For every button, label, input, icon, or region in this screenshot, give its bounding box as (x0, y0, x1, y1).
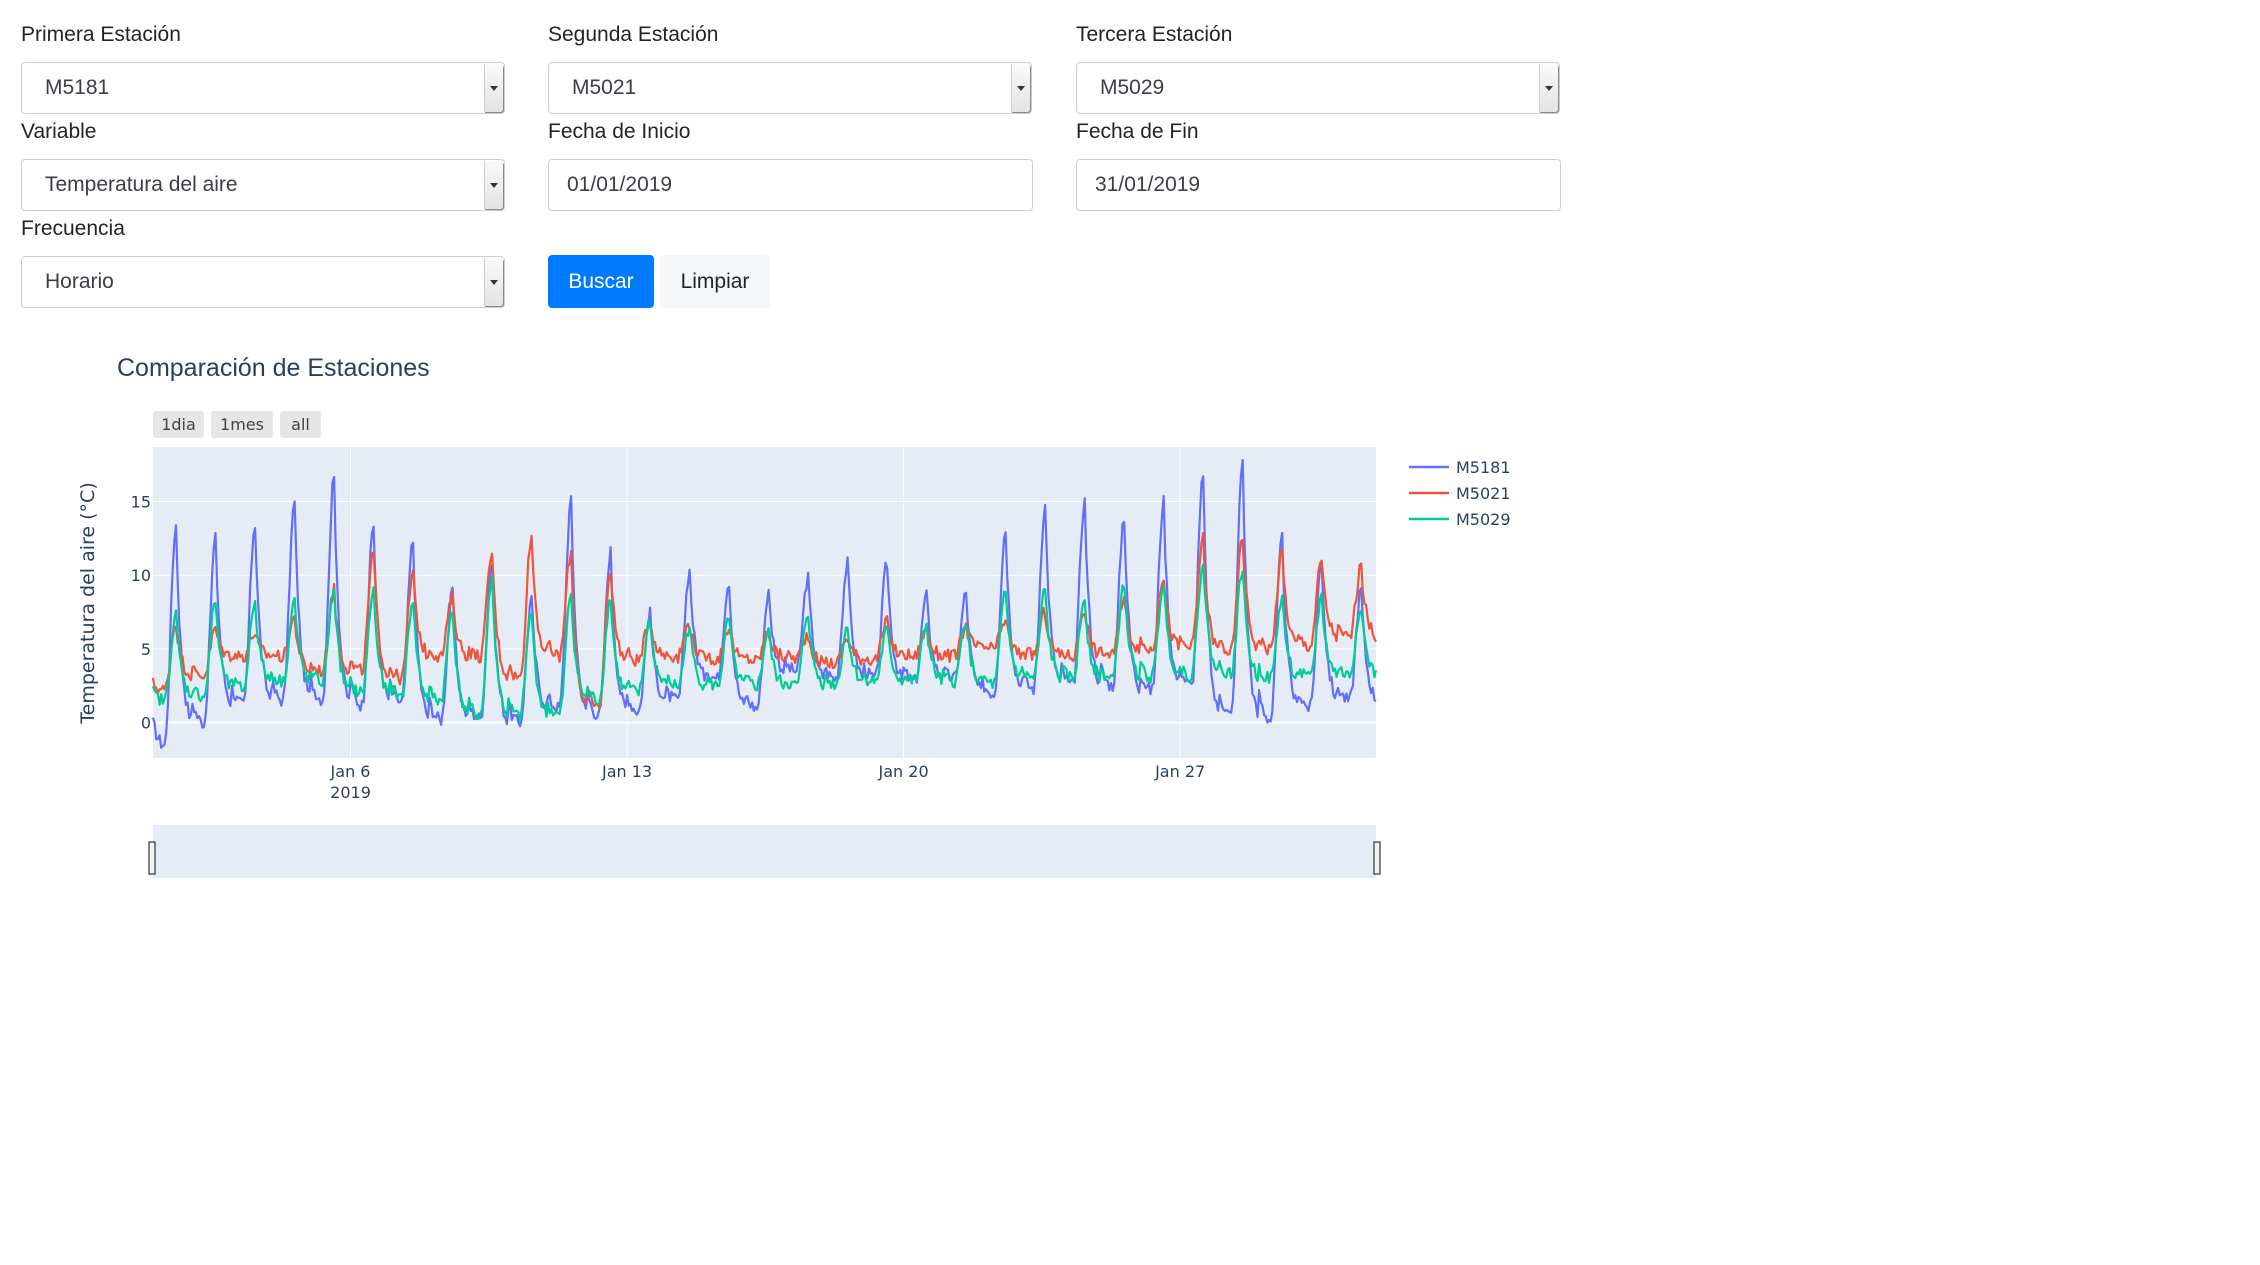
range-button-all[interactable]: all (280, 411, 321, 438)
range-button-1mes[interactable]: 1mes (211, 411, 273, 438)
legend-label: M5029 (1456, 510, 1511, 529)
start-date-value: 01/01/2019 (567, 173, 673, 196)
x-tick-label: Jan 6 (330, 762, 371, 781)
station3-value: M5029 (1100, 76, 1165, 99)
series-line-M5029 (151, 563, 1378, 723)
y-tick-label: 15 (131, 493, 151, 512)
legend-label: M5021 (1456, 484, 1511, 503)
chart-title: Comparación de Estaciones (117, 354, 430, 382)
chevron-down-icon[interactable] (484, 258, 503, 306)
start-date-input[interactable]: 01/01/2019 (548, 159, 1033, 211)
x-tick-label: Jan 20 (878, 762, 929, 781)
y-tick-label: 0 (141, 714, 151, 733)
range-slider-right-handle[interactable] (1373, 841, 1381, 875)
station1-value: M5181 (45, 76, 110, 99)
x-tick-label: Jan 13 (601, 762, 652, 781)
range-slider[interactable] (153, 825, 1376, 878)
end-date-value: 31/01/2019 (1095, 173, 1201, 196)
search-button[interactable]: Buscar (548, 255, 654, 308)
station1-select[interactable]: M5181 (21, 62, 505, 114)
station2-select[interactable]: M5021 (548, 62, 1032, 114)
frequency-label: Frecuencia (21, 217, 125, 240)
series-line-M5021 (151, 531, 1377, 709)
station3-select[interactable]: M5029 (1076, 62, 1560, 114)
legend-item-M5029[interactable]: M5029 (1409, 510, 1511, 529)
x-tick-sublabel: 2019 (330, 783, 371, 802)
station3-label: Tercera Estación (1076, 23, 1233, 46)
y-axis-label: Temperatura del aire (°C) (77, 482, 99, 724)
start-date-label: Fecha de Inicio (548, 120, 691, 143)
variable-select[interactable]: Temperatura del aire (21, 159, 505, 211)
variable-label: Variable (21, 120, 97, 143)
legend-item-M5181[interactable]: M5181 (1409, 458, 1511, 477)
frequency-value: Horario (45, 270, 114, 293)
x-tick-label: Jan 27 (1154, 762, 1205, 781)
temperature-chart: 0 5 10 15 Jan 6 2019 Jan 13 Jan 20 Jan 27 Tempe… (77, 447, 1511, 878)
end-date-input[interactable]: 31/01/2019 (1076, 159, 1561, 211)
range-button-1dia[interactable]: 1dia (153, 411, 204, 438)
legend-label: M5181 (1456, 458, 1511, 477)
chevron-down-icon[interactable] (1539, 64, 1558, 112)
series-line-M5181 (151, 458, 1377, 749)
clear-button[interactable]: Limpiar (660, 255, 770, 308)
y-tick-label: 10 (131, 566, 151, 585)
variable-value: Temperatura del aire (45, 173, 238, 196)
station2-label: Segunda Estación (548, 23, 719, 46)
range-slider-left-handle[interactable] (148, 841, 156, 875)
station2-value: M5021 (572, 76, 637, 99)
y-tick-label: 5 (141, 640, 151, 659)
end-date-label: Fecha de Fin (1076, 120, 1199, 143)
legend-item-M5021[interactable]: M5021 (1409, 484, 1511, 503)
chevron-down-icon[interactable] (1011, 64, 1030, 112)
plot-area (153, 447, 1376, 758)
station1-label: Primera Estación (21, 23, 181, 46)
chevron-down-icon[interactable] (484, 161, 503, 209)
frequency-select[interactable]: Horario (21, 256, 505, 308)
chevron-down-icon[interactable] (484, 64, 503, 112)
